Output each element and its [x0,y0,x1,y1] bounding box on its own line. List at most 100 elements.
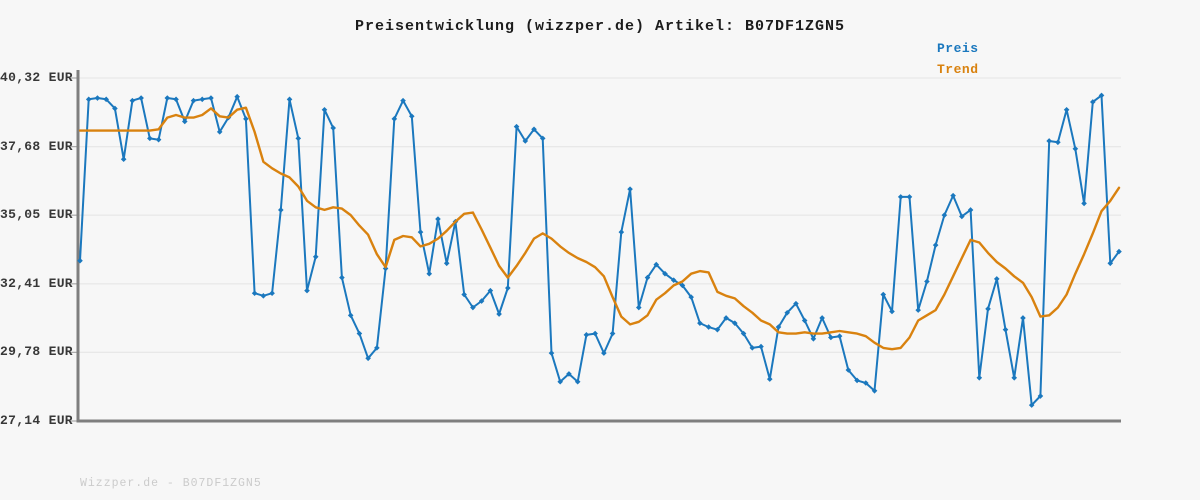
price-marker [164,95,171,101]
price-marker [1107,260,1114,267]
watermark: Wizzper.de - B07DF1ZGN5 [80,477,262,490]
price-marker [120,156,127,162]
price-marker [653,261,660,268]
price-marker [243,116,249,122]
price-marker [339,274,345,281]
price-marker [1028,402,1035,408]
price-marker [1090,99,1096,105]
price-marker [915,307,921,313]
price-marker [793,300,799,307]
price-marker [609,330,616,337]
price-marker [932,242,939,248]
price-marker [103,96,109,103]
price-marker [356,330,363,337]
price-marker [138,95,144,101]
price-marker [77,257,83,264]
price-marker [1037,393,1044,399]
y-tick-label: 40,32 EUR [0,70,73,85]
price-marker [1011,374,1018,381]
y-tick-label: 27,14 EUR [0,413,73,428]
price-marker [173,96,179,103]
price-marker [740,330,747,337]
y-tick-label: 37,68 EUR [0,138,73,154]
price-marker [147,135,153,142]
price-marker [304,287,310,294]
price-marker [1116,248,1122,255]
price-marker [181,118,188,125]
price-marker [129,97,136,104]
price-marker [732,320,738,326]
price-marker [679,282,686,289]
price-marker [208,95,214,101]
price-marker [321,106,328,113]
price-marker [478,298,485,304]
y-tick-label: 35,05 EUR [0,207,73,223]
price-marker [959,213,965,220]
price-marker [1072,145,1079,152]
price-marker [950,192,956,199]
price-marker [400,97,406,104]
price-marker [749,345,756,351]
price-marker [155,136,162,143]
price-marker [531,126,537,133]
price-marker [426,270,433,277]
price-marker [670,277,677,284]
price-marker [836,333,843,339]
price-marker [408,113,415,120]
price-marker [618,229,625,235]
price-marker [435,216,441,222]
price-marker [993,276,1000,282]
chart-title: Preisentwicklung (wizzper.de) Artikel: B… [354,18,846,35]
price-marker [295,135,302,142]
price-marker [819,315,825,321]
price-marker [461,291,467,298]
price-marker [190,97,197,104]
price-marker [365,355,371,362]
price-marker [1002,326,1009,333]
price-marker [94,95,101,101]
price-marker [470,304,476,311]
price-marker [374,345,380,351]
price-marker [286,96,293,103]
price-marker [644,274,651,281]
y-tick-label: 32,41 EUR [0,275,73,291]
price-marker [880,291,887,298]
price-marker [417,229,424,235]
price-marker [967,207,974,213]
price-marker [548,350,555,356]
price-marker [854,377,860,384]
price-marker [758,343,764,350]
price-marker [775,324,782,330]
price-marker [505,285,511,291]
price-marker [662,270,668,277]
price-marker [112,105,118,112]
price-marker [251,290,258,297]
price-marker [522,138,529,144]
trend-line [78,106,1121,351]
price-marker [487,287,494,294]
price-marker [897,194,904,200]
legend-item-trend: Trend [937,62,979,77]
price-marker [260,293,267,299]
price-marker [688,294,694,300]
price-marker [801,317,808,324]
price-marker [697,320,703,326]
price-markers [77,92,1122,408]
price-marker [828,334,834,341]
price-marker [862,380,869,386]
price-marker [845,367,852,373]
price-marker [566,371,572,377]
price-marker [85,96,92,103]
price-marker [513,123,520,130]
price-marker [199,96,206,103]
price-marker [1081,200,1087,207]
y-tick-label: 29,78 EUR [0,344,73,360]
price-marker [583,332,590,338]
price-marker [347,312,354,319]
price-marker [871,388,878,394]
price-marker [278,207,284,213]
price-marker [496,311,502,317]
price-marker [1020,315,1026,321]
